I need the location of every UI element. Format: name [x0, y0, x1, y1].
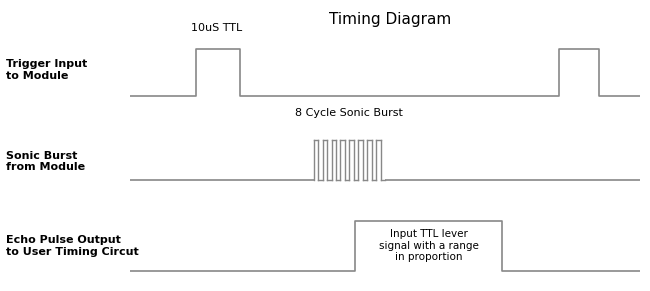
- Text: 8 Cycle Sonic Burst: 8 Cycle Sonic Burst: [296, 108, 404, 118]
- Text: 10uS TTL: 10uS TTL: [191, 24, 242, 33]
- Text: Timing Diagram: Timing Diagram: [329, 12, 451, 27]
- Text: Trigger Input
to Module: Trigger Input to Module: [6, 59, 88, 81]
- Text: Sonic Burst
from Module: Sonic Burst from Module: [6, 151, 86, 172]
- Text: Input TTL lever
signal with a range
in proportion: Input TTL lever signal with a range in p…: [378, 229, 478, 262]
- Text: Echo Pulse Output
to User Timing Circut: Echo Pulse Output to User Timing Circut: [6, 235, 139, 257]
